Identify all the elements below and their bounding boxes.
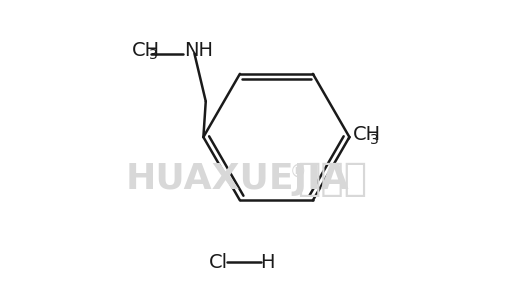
Text: CH: CH — [353, 125, 381, 145]
Text: Cl: Cl — [209, 253, 228, 272]
Text: 3: 3 — [370, 133, 379, 147]
Text: NH: NH — [184, 41, 213, 60]
Text: 化学加: 化学加 — [297, 160, 367, 198]
Text: ®: ® — [290, 162, 306, 180]
Text: 3: 3 — [149, 48, 158, 62]
Text: H: H — [260, 253, 275, 272]
Text: HUAXUEJIA: HUAXUEJIA — [126, 162, 349, 196]
Text: CH: CH — [132, 41, 160, 60]
